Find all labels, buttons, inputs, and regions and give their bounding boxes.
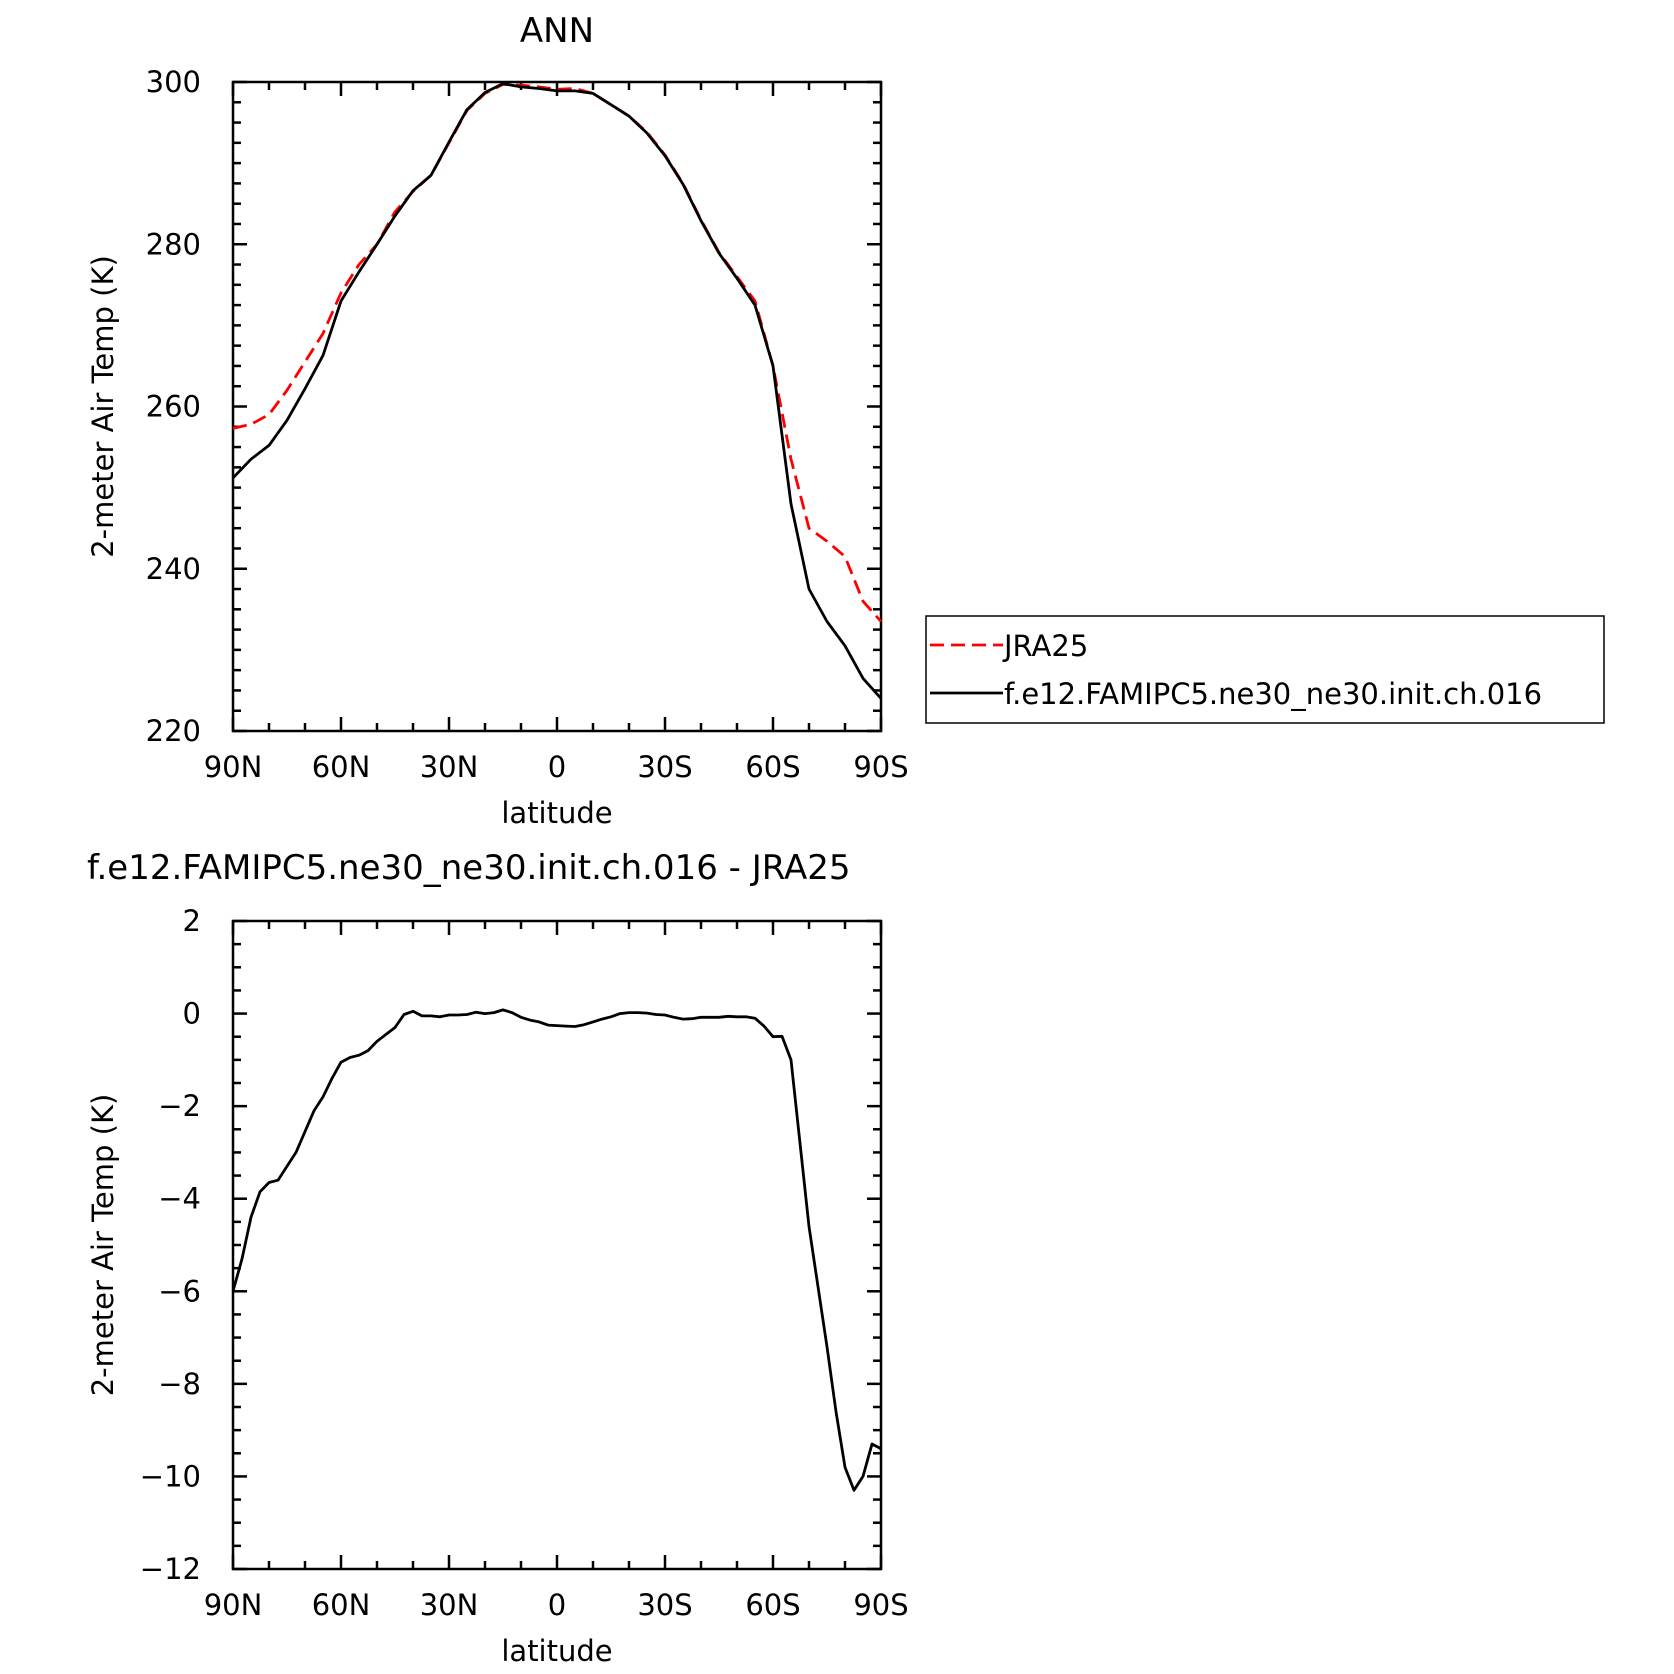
x-tick-label: 60S: [745, 750, 800, 784]
y-tick-label: −4: [158, 1182, 201, 1216]
x-tick-label: 90N: [204, 1588, 263, 1622]
plot-frame: [231, 80, 883, 733]
chart-title: ANN: [520, 11, 594, 51]
plot-frame: [231, 919, 883, 1571]
y-tick-label: 300: [146, 65, 201, 99]
chart-panel-1: ANN 90N 60N 30N 0 30S 60S 90S 220 240 260 280 300 lat…: [86, 11, 1605, 830]
x-tick-label: 60N: [312, 1588, 371, 1622]
x-tick-label: 30S: [637, 1588, 692, 1622]
legend-label-1: JRA25: [1002, 629, 1088, 663]
x-tick-label: 0: [548, 1588, 566, 1622]
y-tick-label: 220: [146, 714, 201, 748]
x-axis-label: latitude: [501, 1634, 612, 1668]
legend: JRA25 f.e12.FAMIPC5.ne30_ne30.init.ch.016: [925, 615, 1605, 724]
y-axis-label: 2-meter Air Temp (K): [86, 1094, 120, 1397]
x-tick-label: 90S: [853, 750, 908, 784]
x-tick-label: 0: [548, 750, 566, 784]
y-tick-label: 2: [183, 904, 201, 938]
chart-panel-2: f.e12.FAMIPC5.ne30_ne30.init.ch.016 - JR…: [86, 848, 909, 1668]
y-axis-label: 2-meter Air Temp (K): [86, 255, 120, 558]
legend-label-2: f.e12.FAMIPC5.ne30_ne30.init.ch.016: [1004, 677, 1542, 711]
y-tick-label: −12: [140, 1552, 201, 1586]
y-tick-label: 0: [183, 997, 201, 1031]
x-tick-label: 60S: [745, 1588, 800, 1622]
x-tick-label: 60N: [312, 750, 371, 784]
y-tick-label: −8: [158, 1367, 201, 1401]
x-tick-label: 90S: [853, 1588, 908, 1622]
y-tick-label: 240: [146, 552, 201, 586]
chart-title: f.e12.FAMIPC5.ne30_ne30.init.ch.016 - JR…: [87, 848, 851, 888]
series-line-2: [231, 82, 883, 700]
y-tick-label: 280: [146, 227, 201, 261]
x-tick-label: 90N: [204, 750, 263, 784]
legend-box: [925, 615, 1605, 724]
x-tick-label: 30N: [420, 750, 479, 784]
series-line-1: [231, 1008, 882, 1492]
y-tick-label: 260: [146, 390, 201, 424]
y-tick-label: −2: [158, 1089, 201, 1123]
x-axis-label: latitude: [501, 796, 612, 830]
series-line-1: [232, 83, 883, 623]
x-tick-label: 30S: [637, 750, 692, 784]
y-tick-label: −6: [158, 1274, 201, 1308]
x-tick-label: 30N: [420, 1588, 479, 1622]
y-tick-label: −10: [140, 1459, 201, 1493]
